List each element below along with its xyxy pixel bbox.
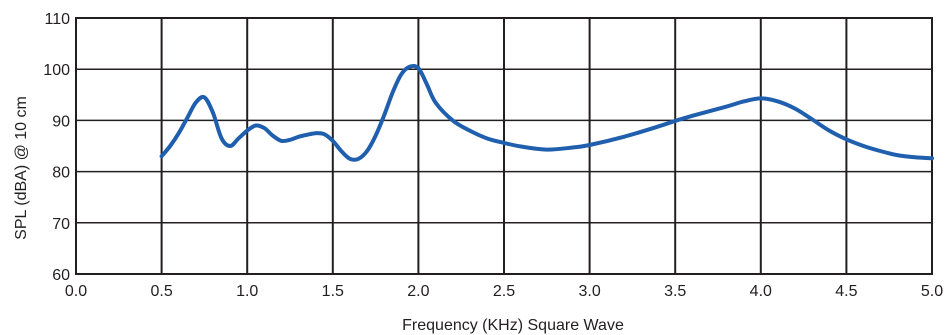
x-tick-label: 1.0 [236,283,258,300]
y-tick-labels: 60 70 80 90 100 110 [43,11,70,284]
x-tick-label: 0.0 [65,283,87,300]
y-tick-label: 80 [52,165,70,182]
x-tick-label: 3.0 [578,283,600,300]
y-tick-label: 70 [52,216,70,233]
x-tick-label: 4.5 [835,283,857,300]
x-tick-label: 5.0 [921,283,943,300]
x-tick-label: 0.5 [150,283,172,300]
plot-border [75,17,933,275]
grid [75,17,933,275]
y-tick-label: 90 [52,113,70,130]
x-tick-labels: 0.0 0.5 1.0 1.5 2.0 2.5 3.0 3.5 4.0 4.5 5.0 [65,283,943,300]
plot-frame [75,17,933,275]
y-tick-label: 110 [44,11,70,28]
x-tick-label: 2.5 [493,283,515,300]
y-tick-label: 60 [52,267,70,284]
x-tick-label: 2.0 [407,283,429,300]
y-tick-label: 100 [43,62,70,79]
x-tick-label: 1.5 [322,283,344,300]
series-layer [159,63,934,162]
x-tick-label: 3.5 [664,283,686,300]
series-line-0 [159,63,934,162]
x-tick-label: 4.0 [750,283,772,300]
y-axis-title: SPL (dBA) @ 10 cm [13,96,30,240]
x-axis-title: Frequency (KHz) Square Wave [402,317,624,334]
